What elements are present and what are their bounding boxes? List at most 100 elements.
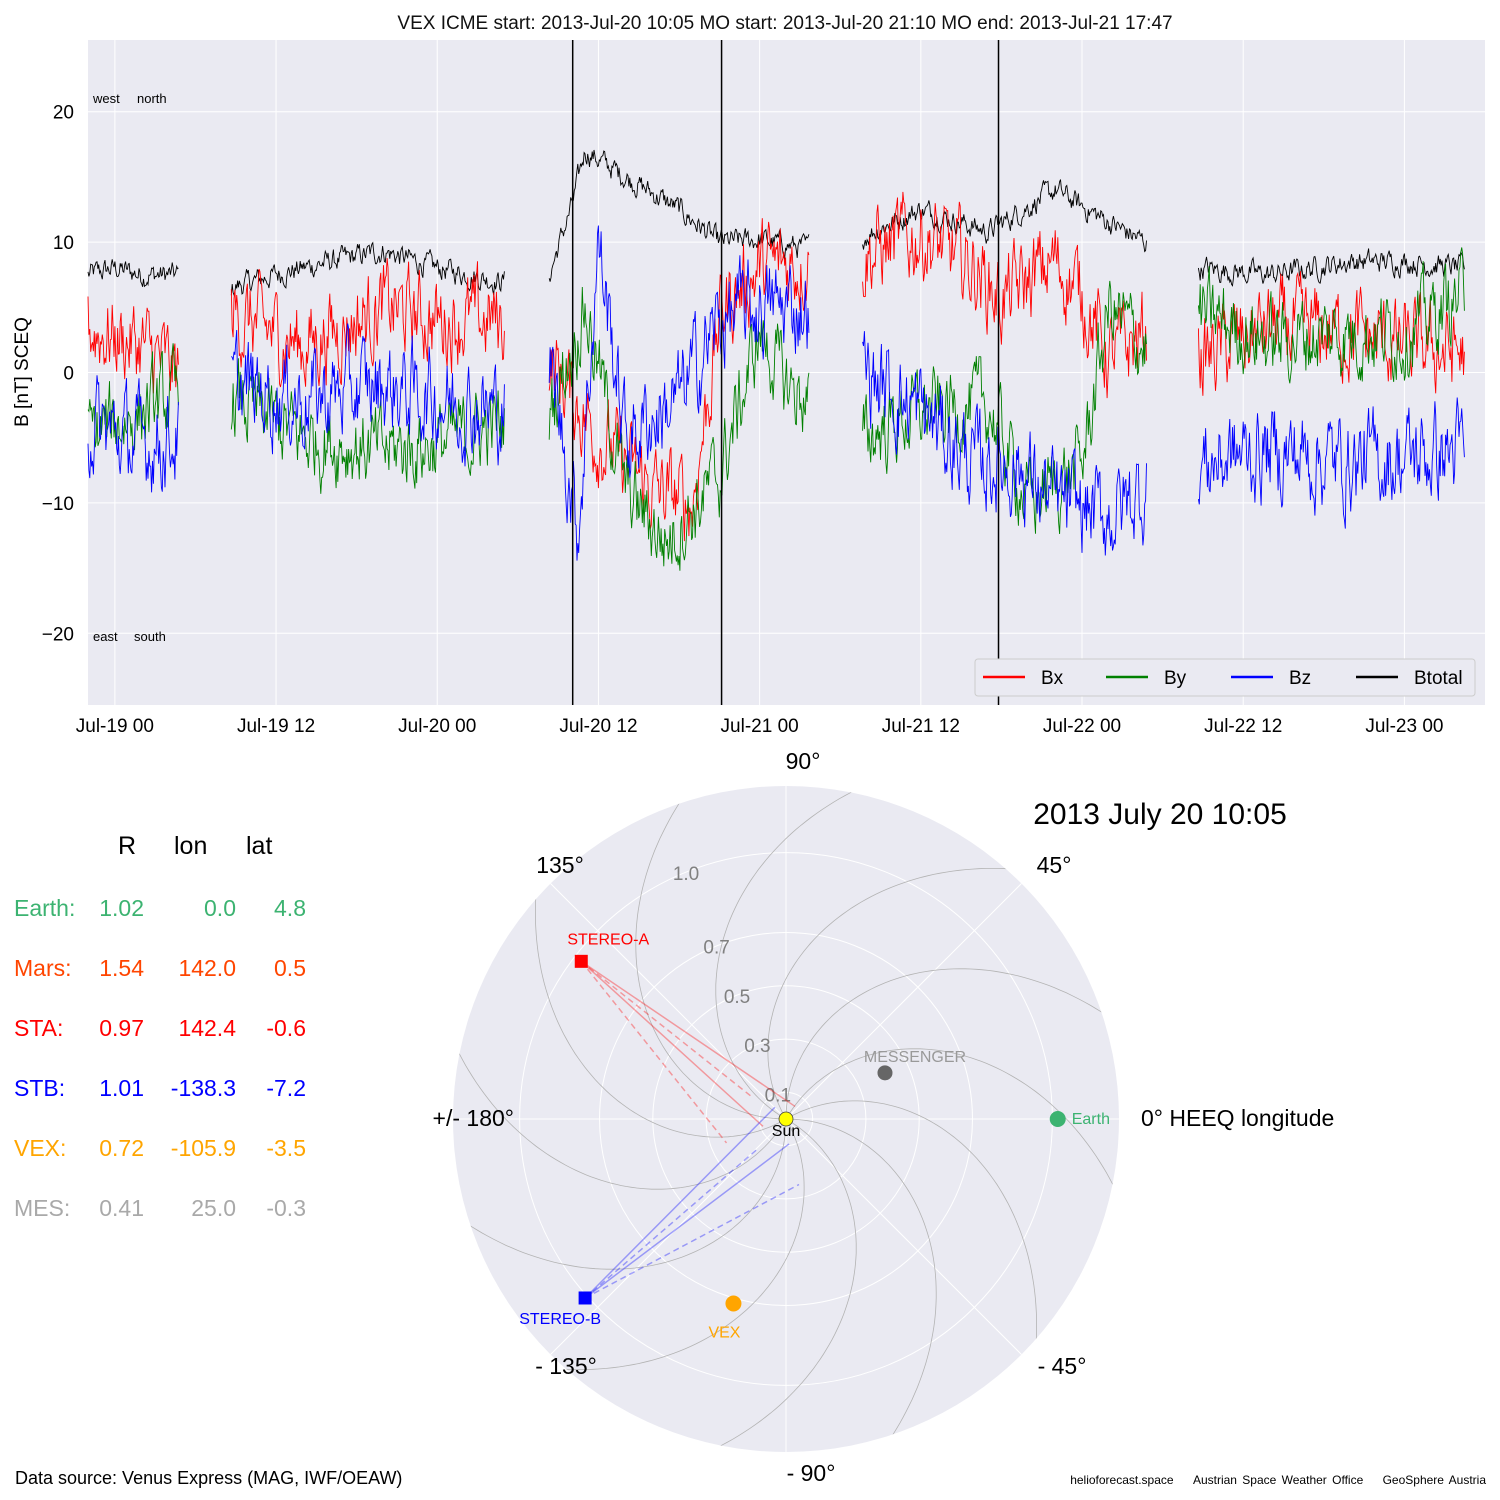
table-cell-name: VEX: — [14, 1135, 67, 1161]
parker-spiral-line — [785, 1118, 937, 1452]
x-tick-label: Jul-21 12 — [882, 716, 960, 737]
series-line-bx — [87, 296, 179, 394]
x-tick-label: Jul-21 00 — [721, 716, 799, 737]
stereo-fov-lines — [580, 960, 800, 1299]
angular-gridline — [785, 1118, 1022, 1355]
table-cell-lat: 4.8 — [274, 895, 306, 921]
series-line-by — [862, 280, 1147, 535]
fov-line-stereo-a — [580, 960, 728, 1144]
x-tick-label: Jul-22 12 — [1204, 716, 1282, 737]
table-cell-name: Mars: — [14, 955, 72, 981]
table-row: MES: 0.41 25.0 -0.3 — [14, 1195, 314, 1225]
parker-spiral-line — [767, 868, 1028, 1120]
table-cell-lon: 142.0 — [178, 955, 236, 981]
body-marker-earth — [1049, 1111, 1066, 1127]
x-tick-label: Jul-19 00 — [76, 716, 154, 737]
event-lines-group — [571, 40, 1000, 705]
radial-tick-label: 1.0 — [673, 864, 699, 885]
table-cell-lon: -105.9 — [170, 1135, 236, 1161]
series-line-btotal — [1197, 248, 1465, 287]
parker-spirals — [453, 786, 1119, 1452]
legend-label-by: By — [1164, 668, 1187, 689]
table-cell-lat: -0.6 — [266, 1015, 306, 1041]
table-cell-lat: -3.5 — [266, 1135, 306, 1161]
legend-label-bx: Bx — [1041, 668, 1064, 689]
parker-spiral-line — [535, 877, 787, 1138]
longitude-label: - 90° — [787, 1460, 836, 1486]
longitude-label: 45° — [1037, 852, 1072, 878]
longitude-label: +/- 180° — [433, 1105, 514, 1131]
radial-tick-labels: 0.1 0.3 0.5 0.7 1.0 — [673, 864, 791, 1107]
x-tick-label: Jul-20 12 — [559, 716, 637, 737]
annotation-east: east — [93, 629, 118, 644]
y-tick-label: −10 — [42, 494, 74, 515]
radial-tick-label: 0.7 — [703, 938, 729, 959]
table-header-r: R — [118, 832, 137, 860]
table-cell-r: 0.97 — [99, 1015, 144, 1041]
table-cell-lat: -7.2 — [266, 1075, 306, 1101]
polar-title: 2013 July 20 10:05 — [1033, 798, 1287, 831]
table-row: STA: 0.97 142.4 -0.6 — [14, 1015, 314, 1045]
fov-line-stereo-a — [580, 960, 764, 1127]
table-header-lon: lon — [174, 832, 208, 860]
body-label-sun: Sun — [772, 1123, 800, 1140]
table-cell-r: 0.72 — [99, 1135, 144, 1161]
parker-spiral-line — [701, 1118, 857, 1452]
body-marker-sun — [778, 1111, 794, 1127]
fov-line-stereo-a — [580, 960, 796, 1108]
table-row: Earth: 1.02 0.0 4.8 — [14, 895, 314, 925]
x-tick-labels: Jul-19 00 Jul-19 12 Jul-20 00 Jul-20 12 Jul-… — [76, 716, 1444, 737]
series-line-bx — [230, 258, 505, 388]
credits: helioforecast.space Austrian Space Weath… — [1056, 1473, 1486, 1487]
series-line-bz — [87, 375, 179, 493]
data-source: Data source: Venus Express (MAG, IWF/OEA… — [15, 1468, 403, 1488]
x-tick-label: Jul-22 00 — [1043, 716, 1121, 737]
body-label-messenger: MESSENGER — [864, 1049, 966, 1066]
series-line-bx — [548, 218, 810, 542]
body-marker-messenger — [877, 1065, 893, 1081]
polar-chart: 0.1 0.3 0.5 0.7 1.0 Sun MESSENGER Earth VEX STER… — [433, 748, 1335, 1486]
legend-box — [974, 658, 1476, 697]
credit-geosphere: GeoSphere Austria — [1382, 1473, 1486, 1487]
angular-gridline — [785, 883, 1022, 1120]
series-line-by — [548, 286, 810, 571]
longitude-label: - 135° — [535, 1353, 597, 1379]
table-cell-name: STB: — [14, 1075, 66, 1101]
body-marker-vex — [725, 1295, 742, 1312]
parker-spiral-line — [785, 1048, 1119, 1204]
table-row: Mars: 1.54 142.0 0.5 — [14, 955, 314, 985]
parker-spiral-line — [785, 1100, 1037, 1361]
fov-line-stereo-b — [584, 1183, 800, 1299]
body-marker-stereo-a — [574, 954, 588, 968]
table-cell-name: Earth: — [14, 895, 76, 921]
credit-helioforecast: helioforecast.space — [1070, 1473, 1174, 1487]
angular-gridline — [550, 883, 787, 1120]
y-tick-label: 0 — [63, 364, 74, 385]
table-cell-r: 0.41 — [99, 1195, 144, 1221]
parker-spiral-line — [785, 968, 1119, 1120]
fov-line-stereo-b — [584, 1143, 790, 1299]
series-line-by — [1197, 247, 1465, 384]
parker-spiral-line — [715, 786, 871, 1120]
table-row: STB: 1.01 -138.3 -7.2 — [14, 1075, 314, 1105]
y-tick-label: 10 — [53, 233, 74, 254]
series-line-btotal — [230, 241, 505, 297]
table-header-lat: lat — [246, 832, 273, 860]
legend-label-bz: Bz — [1289, 668, 1311, 689]
x-tick-label: Jul-23 00 — [1365, 716, 1443, 737]
body-label-earth: Earth — [1072, 1111, 1110, 1128]
table-cell-name: STA: — [14, 1015, 64, 1041]
longitude-labels: 90° 45° 0° HEEQ longitude - 45° - 90° - 135° +… — [433, 748, 1335, 1486]
table-cell-lat: -0.3 — [266, 1195, 306, 1221]
radial-tick-label: 0.5 — [724, 987, 750, 1008]
timeseries-series-group — [87, 149, 1465, 571]
table-cell-lon: 0.0 — [204, 895, 236, 921]
table-cell-lon: -138.3 — [170, 1075, 236, 1101]
parker-spiral-line — [453, 1034, 787, 1190]
fov-line-stereo-b — [584, 1147, 759, 1299]
fov-line-stereo-a — [580, 960, 754, 1099]
y-axis-label: B [nT] SCEQ — [12, 317, 33, 427]
radial-tick-label: 0.3 — [744, 1036, 770, 1057]
